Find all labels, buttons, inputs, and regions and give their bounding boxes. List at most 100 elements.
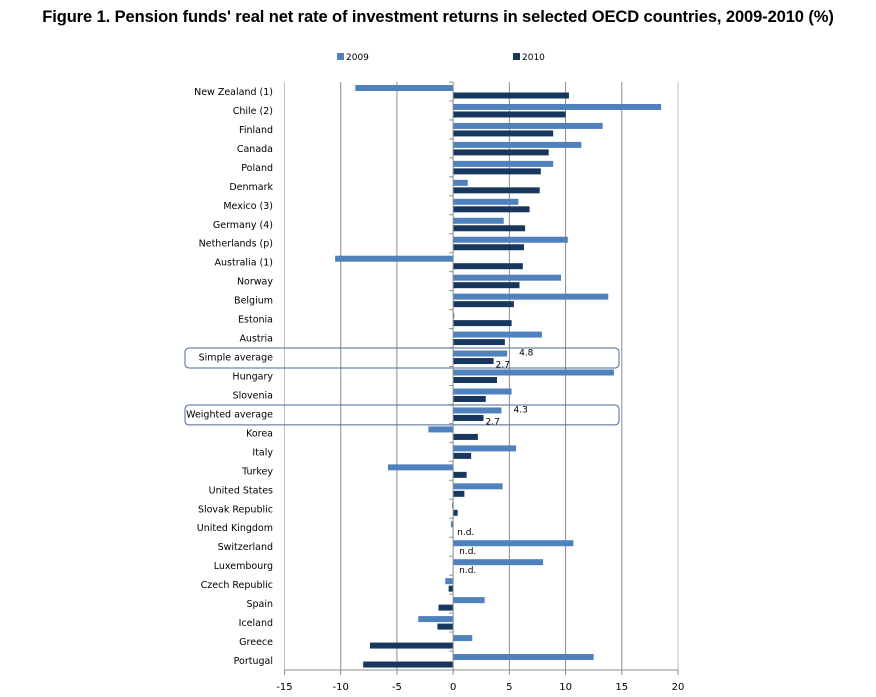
bar-2009: [453, 141, 582, 148]
bar-2009: [453, 274, 562, 281]
category-label: Italy: [252, 447, 273, 458]
data-label: n.d.: [457, 528, 474, 538]
category-label: Luxembourg: [214, 561, 273, 572]
bar-2009: [387, 464, 454, 471]
category-label: Austria: [239, 334, 273, 345]
chart-title: Figure 1. Pension funds' real net rate o…: [42, 8, 834, 26]
bar-2009: [453, 122, 603, 129]
category-label: Slovak Republic: [198, 504, 273, 515]
x-tick-label: -10: [333, 682, 349, 693]
bar-2010: [453, 187, 540, 194]
category-label: Switzerland: [218, 542, 273, 553]
bar-2010: [453, 509, 458, 516]
category-label: Finland: [239, 125, 273, 136]
category-label: Spain: [246, 599, 273, 610]
bar-2009: [428, 426, 454, 433]
bar-2009: [453, 217, 504, 224]
bar-2010: [453, 225, 526, 232]
bar-2009: [453, 635, 473, 642]
data-label: 2.7: [496, 361, 510, 371]
bar-2010: [369, 642, 454, 649]
category-label: Chile (2): [233, 106, 273, 117]
category-label: Portugal: [234, 656, 273, 667]
gridlines: [284, 82, 679, 670]
category-label: Mexico (3): [223, 201, 273, 212]
bar-2010: [453, 395, 486, 402]
category-label: Germany (4): [213, 220, 273, 231]
bar-2009: [453, 388, 512, 395]
bar-2009: [453, 445, 517, 452]
x-tick-label: 10: [559, 682, 572, 693]
bar-2009: [453, 198, 519, 205]
bar-2009: [453, 540, 574, 547]
bar-2009: [453, 350, 508, 357]
bar-2010: [453, 377, 497, 384]
category-label: Netherlands (p): [199, 239, 273, 250]
bar-2009: [453, 369, 614, 376]
category-label: Belgium: [234, 296, 273, 307]
category-label: Poland: [241, 163, 273, 174]
highlight-box: [184, 347, 620, 369]
category-label: Slovenia: [233, 390, 273, 401]
category-label: Norway: [237, 277, 273, 288]
bar-2009: [453, 559, 544, 566]
highlight-box: [184, 404, 620, 426]
bar-2009: [335, 255, 454, 262]
x-tick-label: 0: [450, 682, 456, 693]
bar-2010: [453, 414, 484, 421]
legend-swatch-2009: [337, 53, 344, 60]
bar-2010: [453, 263, 523, 270]
bar-2009: [453, 407, 502, 414]
data-labels: 4.8 2.7 4.3 2.7 n.d. n.d. n.d.: [457, 349, 534, 577]
x-tick-label: -15: [276, 682, 292, 693]
bar-2010: [453, 320, 512, 327]
category-label: Australia (1): [215, 258, 274, 269]
bar-2010: [453, 130, 554, 137]
category-label: Iceland: [239, 618, 273, 629]
x-tick-label: 20: [672, 682, 685, 693]
category-label: Korea: [246, 428, 273, 439]
category-label: Czech Republic: [201, 580, 273, 591]
category-label: New Zealand (1): [194, 87, 273, 98]
legend-label: 2009: [346, 53, 369, 63]
bar-2009: [453, 483, 503, 490]
bar-2009: [453, 179, 468, 186]
data-label: 4.3: [513, 405, 527, 415]
bar-2009: [450, 521, 454, 528]
x-tick-label: -5: [392, 682, 402, 693]
highlight-boxes: [184, 347, 620, 426]
bar-2010: [453, 339, 505, 346]
bar-2009: [445, 578, 454, 585]
bar-2010: [453, 358, 494, 365]
data-label: 4.8: [519, 349, 534, 359]
data-label: n.d.: [459, 566, 476, 576]
bar-2009: [453, 312, 455, 319]
category-label: Weighted average: [186, 409, 273, 420]
bar-2009: [453, 160, 554, 167]
bar-2009: [453, 654, 594, 661]
x-axis: -15 -10 -5 0 5 10 15 20: [276, 81, 685, 693]
bar-2009: [453, 236, 568, 243]
bar-2010: [453, 206, 530, 213]
bar-2010: [453, 92, 569, 99]
legend-swatch-2010: [513, 53, 520, 60]
bar-2010: [453, 452, 472, 459]
bar-2009: [453, 597, 485, 604]
category-label: Turkey: [241, 466, 273, 477]
bar-2010: [438, 604, 454, 611]
category-label: Denmark: [229, 182, 273, 193]
bar-2009: [452, 502, 454, 509]
bar-2009: [418, 616, 454, 623]
x-tick-label: 5: [506, 682, 512, 693]
bar-2010: [453, 111, 566, 118]
category-labels: New Zealand (1) Chile (2) Finland Canada Pol…: [186, 87, 273, 667]
bar-2010: [453, 433, 478, 440]
legend: 2009 2010: [337, 53, 545, 63]
data-label: 2.7: [485, 417, 499, 427]
bar-2010: [363, 661, 454, 668]
bar-2010: [453, 244, 524, 251]
category-label: Simple average: [199, 353, 274, 364]
bar-2010: [453, 168, 541, 175]
bar-2009: [355, 85, 454, 91]
